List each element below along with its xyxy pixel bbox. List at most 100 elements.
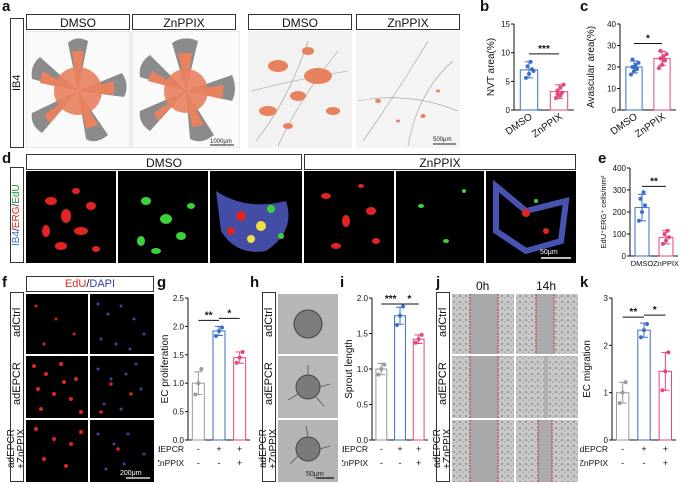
y-axis-title: NVT area(%) (486, 38, 497, 96)
data-point (630, 65, 635, 69)
data-point (401, 304, 405, 309)
data-point (214, 334, 218, 339)
panel-f-row-box (10, 292, 24, 482)
x-row-label: adEPCR (158, 444, 184, 454)
panel-letter-a: a (2, 0, 11, 15)
panel-letter-f: f (2, 274, 7, 291)
x-row-label: ZnPPIX (580, 458, 608, 468)
x-row-sign: - (380, 458, 383, 468)
data-point (555, 88, 560, 93)
significance-stars: * (227, 308, 231, 319)
data-point (237, 355, 242, 360)
x-row-label: adEPCR (580, 444, 608, 454)
data-point (633, 65, 638, 69)
data-point (667, 235, 671, 240)
data-point (645, 322, 649, 327)
data-point (555, 91, 560, 96)
data-point (623, 380, 628, 385)
y-tick-label: 2.0 (173, 322, 185, 331)
chart-i: 0.0 0.5 1.0 1.5 2.0 Sprout length adEPCR - + + ZnP… (342, 294, 428, 468)
y-tick-label: 5 (506, 77, 511, 86)
data-point (637, 218, 641, 223)
data-point (382, 362, 387, 367)
data-point (617, 401, 622, 406)
panel-h-row-1: adCtrl (263, 307, 275, 337)
data-point (664, 238, 668, 243)
x-tick-label: ZnPPIX (633, 111, 668, 140)
y-tick-label: 0 (622, 252, 627, 261)
bar (412, 338, 425, 441)
y-tick-label: 0 (604, 436, 609, 445)
panel-j-row-box (436, 292, 450, 482)
y-tick-label: 2.5 (173, 294, 185, 303)
data-point (524, 75, 528, 80)
data-point (629, 72, 633, 77)
data-point (379, 367, 384, 371)
panel-a-header-2: ZnPPIX (132, 14, 236, 30)
data-point (658, 56, 663, 61)
panel-h-row-3: adEPCR +ZnPPIX (258, 428, 279, 470)
panel-j-header-0h: 0h (476, 279, 490, 293)
panel-d-header-dmso: DMSO (26, 154, 302, 170)
x-row-sign: - (399, 458, 402, 468)
y-tick-label: 0.0 (173, 436, 185, 445)
data-point (220, 325, 224, 330)
data-point (527, 71, 531, 76)
bar (233, 357, 247, 441)
data-point (196, 381, 201, 386)
data-point (419, 332, 424, 337)
bar (394, 315, 406, 441)
chart-e: 0 100 200 300 400 EdU⁺ERG⁺ cells/mm² DMSO ZnPPI… (599, 164, 679, 268)
y-tick-label: 0.0 (357, 436, 369, 445)
data-point (639, 335, 643, 340)
data-point (642, 328, 646, 333)
panel-d-header-znppix: ZnPPIX (304, 154, 576, 170)
panel-h-row-2: adEPCR (263, 362, 275, 406)
data-point (199, 367, 204, 371)
y-tick-label: 30 (607, 42, 616, 51)
y-tick-label: 100 (613, 230, 627, 239)
x-row-sign: + (663, 458, 668, 468)
x-row-sign: + (663, 444, 668, 454)
data-point (641, 190, 646, 195)
data-point (376, 372, 381, 377)
panel-a-scale2: 500μm (433, 137, 451, 143)
y-tick-label: 0.5 (173, 408, 185, 417)
data-point (528, 59, 533, 64)
panel-a-row-box (10, 18, 24, 148)
data-point (193, 392, 198, 397)
data-point (661, 54, 666, 59)
data-point (640, 210, 644, 214)
x-row-sign: + (416, 444, 421, 454)
data-point (632, 69, 636, 74)
y-tick-label: 1.5 (357, 330, 369, 339)
y-tick-label: 0 (506, 106, 511, 115)
data-point (217, 328, 221, 333)
x-row-sign: + (237, 444, 242, 454)
panel-a-header-1: DMSO (26, 14, 130, 30)
x-tick-label: DMSO (631, 259, 654, 268)
y-tick-label: 0.5 (357, 401, 369, 410)
panel-letter-b: b (480, 0, 490, 15)
y-tick-label: 1 (604, 389, 609, 398)
significance-stars: *** (538, 44, 550, 55)
data-point (660, 388, 665, 393)
significance-stars: *** (385, 294, 397, 305)
y-tick-label: 200 (613, 208, 627, 217)
panel-letter-k: k (580, 274, 589, 291)
panel-letter-g: g (157, 274, 167, 291)
x-row-sign: - (197, 458, 200, 468)
x-tick-label: ZnPPIX (653, 259, 679, 268)
data-point (657, 66, 661, 71)
data-point (630, 57, 635, 62)
data-point (660, 62, 664, 67)
chart-g: 0.0 0.5 1.0 1.5 2.0 2.5 EC proliferation adEPCR… (158, 294, 250, 468)
y-tick-label: 40 (607, 20, 616, 29)
panel-a-retina-zoom: 500μm (248, 31, 460, 148)
panel-d-scale: 50μm (540, 249, 558, 256)
y-tick-label: 15 (501, 20, 510, 29)
data-point (416, 337, 421, 342)
panel-j-row-2: adEPCR (437, 362, 449, 406)
